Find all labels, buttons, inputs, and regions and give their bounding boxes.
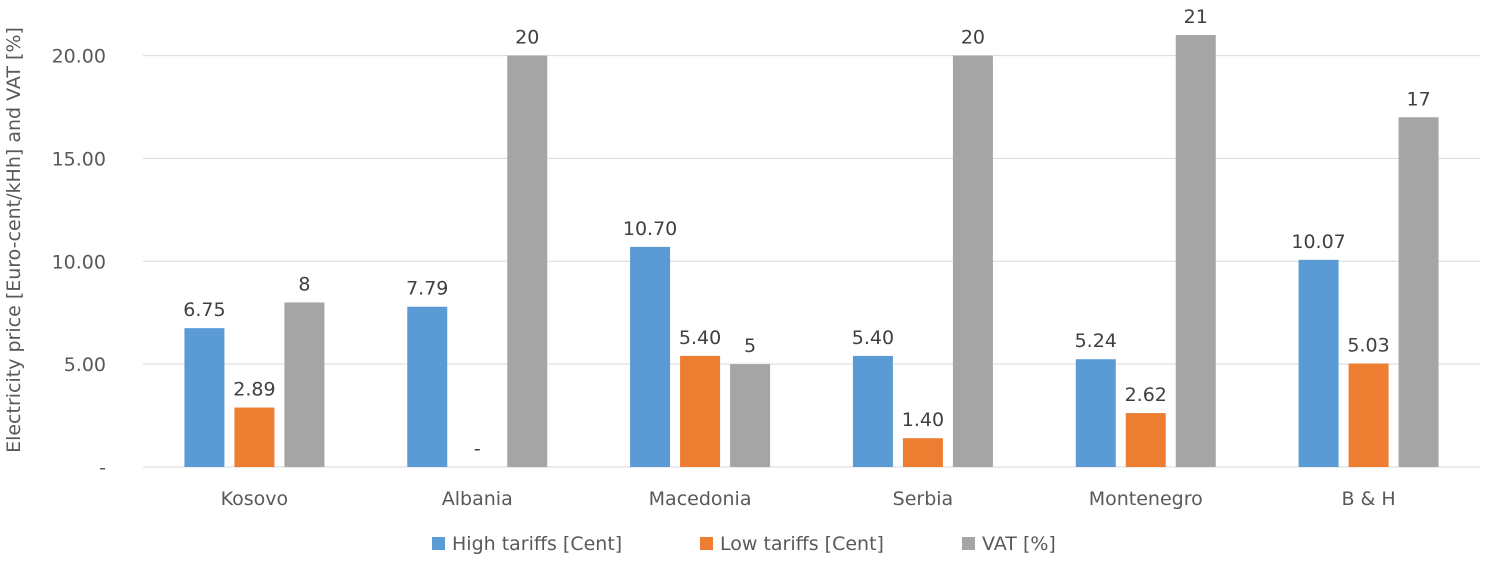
bar	[1125, 413, 1166, 467]
bar	[1175, 35, 1216, 467]
bar	[730, 364, 771, 467]
data-label: 8	[298, 273, 310, 295]
data-label: 10.07	[1291, 231, 1345, 253]
data-label: 5.03	[1347, 335, 1389, 357]
bar	[507, 55, 548, 467]
bar	[184, 328, 225, 467]
legend: High tariffs [Cent] Low tariffs [Cent] VAT…	[432, 533, 1056, 555]
data-label: 7.79	[406, 278, 448, 300]
data-label: 17	[1406, 88, 1430, 110]
legend-swatch	[432, 537, 445, 550]
data-label: 20	[961, 27, 985, 49]
data-label: 5.40	[679, 327, 721, 349]
data-labels: 6.75 2.89 8 7.79 - 20 10.70 5.40 5 5.40 1.40 20 5.24…	[183, 6, 1430, 460]
bar	[1075, 359, 1116, 467]
x-category-label: Albania	[442, 488, 513, 510]
y-axis-ticks: - 5.00 10.00 15.00 20.00	[52, 46, 106, 479]
bar	[852, 355, 893, 467]
legend-swatch	[962, 537, 975, 550]
bar	[234, 407, 275, 467]
data-label: -	[474, 438, 481, 460]
y-axis-title: Electricity price [Euro-cent/kHh] and VA…	[3, 27, 25, 453]
data-label: 6.75	[183, 299, 225, 321]
x-category-label: Serbia	[893, 488, 954, 510]
y-tick-label: 10.00	[52, 251, 106, 273]
data-label: 5.40	[852, 327, 894, 349]
y-tick-label: -	[99, 457, 106, 479]
bar	[630, 246, 671, 467]
bar	[680, 355, 721, 467]
gridlines	[143, 55, 1480, 468]
x-category-label: Montenegro	[1089, 488, 1203, 510]
data-label: 5.24	[1075, 330, 1117, 352]
bar	[1298, 259, 1339, 467]
bar	[284, 302, 325, 467]
bar	[407, 306, 448, 467]
data-label: 2.62	[1125, 384, 1167, 406]
data-label: 2.89	[233, 379, 275, 401]
bar	[1398, 117, 1439, 468]
data-label: 10.70	[623, 218, 677, 240]
bar	[952, 55, 993, 467]
x-category-label: B & H	[1341, 488, 1395, 510]
data-label: 20	[515, 27, 539, 49]
bar	[1348, 363, 1389, 467]
x-axis-categories: Kosovo Albania Macedonia Serbia Montenegro B …	[221, 488, 1396, 510]
y-tick-label: 20.00	[52, 46, 106, 68]
data-label: 21	[1184, 6, 1208, 28]
legend-swatch	[700, 537, 713, 550]
x-category-label: Macedonia	[649, 488, 752, 510]
data-label: 1.40	[902, 409, 944, 431]
legend-label: Low tariffs [Cent]	[720, 533, 884, 555]
x-category-label: Kosovo	[221, 488, 289, 510]
bar	[902, 438, 943, 467]
legend-label: High tariffs [Cent]	[452, 533, 622, 555]
y-tick-label: 15.00	[52, 148, 106, 170]
bars	[184, 35, 1439, 468]
legend-label: VAT [%]	[982, 533, 1056, 555]
y-tick-label: 5.00	[64, 354, 106, 376]
data-label: 5	[744, 335, 756, 357]
